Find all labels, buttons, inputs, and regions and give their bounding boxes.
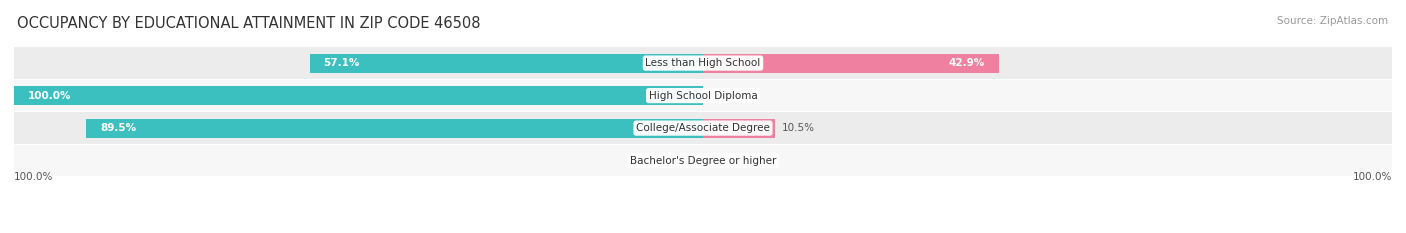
Bar	[309, 54, 703, 72]
Text: 0.0%: 0.0%	[710, 91, 737, 101]
Text: 0.0%: 0.0%	[710, 156, 737, 166]
Text: 89.5%: 89.5%	[100, 123, 136, 133]
Text: High School Diploma: High School Diploma	[648, 91, 758, 101]
Bar	[703, 54, 998, 72]
Bar	[14, 113, 1392, 144]
Bar	[14, 80, 1392, 111]
Bar	[14, 145, 1392, 176]
Bar	[14, 48, 1392, 79]
Text: 100.0%: 100.0%	[1353, 172, 1392, 182]
Text: Less than High School: Less than High School	[645, 58, 761, 68]
Text: 10.5%: 10.5%	[782, 123, 815, 133]
Text: 0.0%: 0.0%	[669, 156, 696, 166]
Text: 42.9%: 42.9%	[949, 58, 984, 68]
Text: Bachelor's Degree or higher: Bachelor's Degree or higher	[630, 156, 776, 166]
Text: College/Associate Degree: College/Associate Degree	[636, 123, 770, 133]
Text: 100.0%: 100.0%	[28, 91, 72, 101]
Bar	[86, 119, 703, 137]
Bar	[703, 119, 775, 137]
Text: 57.1%: 57.1%	[323, 58, 360, 68]
Bar	[14, 86, 703, 105]
Text: OCCUPANCY BY EDUCATIONAL ATTAINMENT IN ZIP CODE 46508: OCCUPANCY BY EDUCATIONAL ATTAINMENT IN Z…	[17, 16, 481, 31]
Text: 100.0%: 100.0%	[14, 172, 53, 182]
Text: Source: ZipAtlas.com: Source: ZipAtlas.com	[1277, 16, 1388, 26]
